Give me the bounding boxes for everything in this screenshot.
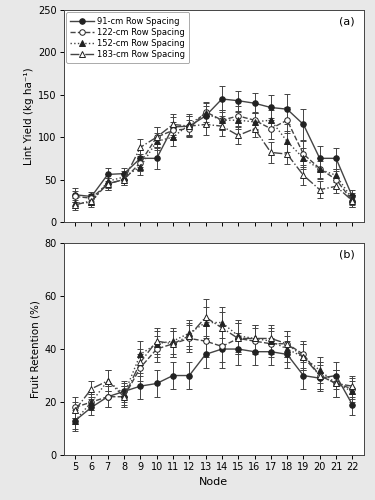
Y-axis label: Lint Yield (kg ha⁻¹): Lint Yield (kg ha⁻¹)	[24, 67, 34, 165]
Legend: 91-cm Row Spacing, 122-cm Row Spacing, 152-cm Row Spacing, 183-cm Row Spacing: 91-cm Row Spacing, 122-cm Row Spacing, 1…	[66, 12, 189, 63]
Text: (b): (b)	[339, 250, 355, 260]
X-axis label: Node: Node	[199, 478, 228, 488]
Text: (a): (a)	[339, 16, 355, 26]
Y-axis label: Fruit Retention (%): Fruit Retention (%)	[30, 300, 40, 398]
